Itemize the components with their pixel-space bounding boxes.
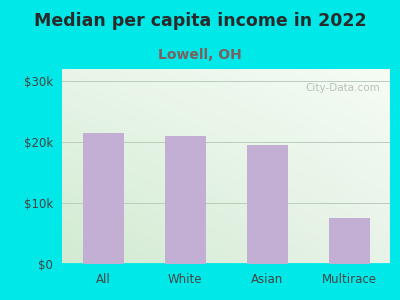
Bar	[328, 218, 370, 264]
Text: Lowell, OH: Lowell, OH	[158, 48, 242, 62]
Text: City-Data.com: City-Data.com	[306, 82, 380, 93]
Text: Median per capita income in 2022: Median per capita income in 2022	[34, 12, 366, 30]
Bar	[164, 136, 206, 264]
Bar	[246, 145, 288, 264]
Bar	[82, 133, 124, 264]
